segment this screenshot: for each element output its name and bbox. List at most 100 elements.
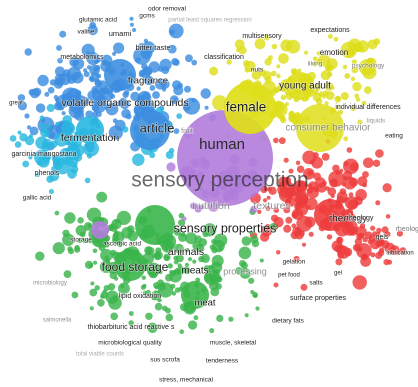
term-label[interactable]: meat bbox=[194, 297, 217, 309]
yellow-node[interactable] bbox=[258, 68, 267, 77]
green-node[interactable] bbox=[147, 322, 158, 334]
red-node[interactable] bbox=[273, 207, 280, 214]
green-node[interactable] bbox=[211, 246, 218, 254]
term-label[interactable]: metabolomics bbox=[60, 53, 105, 61]
cyan-node[interactable] bbox=[68, 145, 73, 151]
red-node[interactable] bbox=[356, 233, 363, 241]
blue-node[interactable] bbox=[184, 54, 193, 63]
term-label[interactable]: volatile organic compounds bbox=[61, 96, 189, 109]
red-node[interactable] bbox=[386, 259, 393, 265]
blue-node[interactable] bbox=[149, 84, 156, 91]
term-label[interactable]: processing bbox=[223, 266, 268, 277]
blue-node[interactable] bbox=[44, 91, 50, 98]
blue-node[interactable] bbox=[96, 57, 101, 63]
red-node[interactable] bbox=[399, 247, 407, 255]
blue-node[interactable] bbox=[53, 79, 64, 89]
blue-node[interactable] bbox=[169, 29, 176, 36]
green-node[interactable] bbox=[95, 238, 100, 243]
cyan-node[interactable] bbox=[46, 124, 51, 129]
green-node[interactable] bbox=[117, 242, 123, 248]
term-label[interactable]: human bbox=[199, 136, 245, 153]
yellow-node[interactable] bbox=[263, 34, 270, 41]
red-node[interactable] bbox=[273, 282, 279, 288]
yellow-node[interactable] bbox=[357, 119, 363, 125]
blue-node[interactable] bbox=[37, 74, 49, 87]
yellow-node[interactable] bbox=[312, 56, 318, 62]
green-node[interactable] bbox=[128, 310, 134, 317]
purple-small-node[interactable] bbox=[90, 220, 110, 240]
yellow-node[interactable] bbox=[344, 72, 351, 79]
blue-node[interactable] bbox=[111, 51, 117, 57]
yellow-node[interactable] bbox=[355, 97, 361, 102]
green-node[interactable] bbox=[210, 261, 223, 274]
green-node[interactable] bbox=[167, 263, 174, 269]
green-node[interactable] bbox=[157, 297, 162, 303]
green-node[interactable] bbox=[89, 288, 98, 297]
article-node[interactable] bbox=[129, 109, 171, 151]
green-node[interactable] bbox=[218, 246, 223, 252]
yellow-node[interactable] bbox=[351, 66, 359, 74]
red-node[interactable] bbox=[337, 239, 342, 245]
term-label[interactable]: umami bbox=[108, 28, 132, 38]
green-node[interactable] bbox=[177, 219, 186, 227]
blue-node[interactable] bbox=[94, 78, 101, 86]
cyan-node[interactable] bbox=[46, 175, 54, 183]
blue-node[interactable] bbox=[183, 85, 192, 93]
red-node[interactable] bbox=[336, 191, 348, 203]
yellow-node[interactable] bbox=[288, 110, 295, 118]
cyan-node[interactable] bbox=[42, 142, 48, 147]
yellow-node[interactable] bbox=[315, 97, 323, 105]
green-node[interactable] bbox=[113, 230, 119, 235]
red-node[interactable] bbox=[302, 167, 315, 180]
sensory-properties-node[interactable] bbox=[134, 204, 176, 246]
red-node[interactable] bbox=[308, 231, 314, 237]
red-node[interactable] bbox=[293, 189, 309, 205]
green-node[interactable] bbox=[150, 271, 157, 278]
green-node[interactable] bbox=[238, 246, 252, 260]
green-node[interactable] bbox=[84, 260, 94, 270]
blue-node[interactable] bbox=[72, 97, 83, 108]
female-node[interactable] bbox=[223, 81, 277, 135]
green-node[interactable] bbox=[241, 236, 252, 246]
yellow-node[interactable] bbox=[353, 44, 359, 50]
cyan-node[interactable] bbox=[66, 168, 78, 179]
green-node[interactable] bbox=[75, 224, 87, 236]
green-node[interactable] bbox=[203, 265, 211, 272]
green-node[interactable] bbox=[192, 259, 197, 264]
cyan-node[interactable] bbox=[40, 122, 47, 129]
blue-node[interactable] bbox=[173, 128, 180, 135]
red-node[interactable] bbox=[347, 199, 358, 210]
term-label[interactable]: gels bbox=[375, 233, 390, 241]
blue-node[interactable] bbox=[135, 56, 142, 63]
red-node[interactable] bbox=[316, 182, 327, 193]
green-node[interactable] bbox=[141, 275, 147, 281]
term-label[interactable]: textures bbox=[253, 199, 292, 212]
red-node[interactable] bbox=[359, 223, 366, 229]
meat-node[interactable] bbox=[180, 280, 210, 310]
green-node[interactable] bbox=[213, 233, 228, 248]
purple-node[interactable] bbox=[166, 162, 176, 172]
red-node[interactable] bbox=[259, 232, 270, 242]
cyan-node[interactable] bbox=[35, 172, 41, 178]
red-node[interactable] bbox=[372, 159, 381, 168]
blue-node[interactable] bbox=[55, 44, 63, 51]
term-label[interactable]: muscle, skeletal bbox=[209, 339, 257, 347]
cyan-node[interactable] bbox=[36, 160, 42, 166]
green-node[interactable] bbox=[249, 230, 254, 235]
green-node[interactable] bbox=[64, 212, 76, 224]
red-node[interactable] bbox=[374, 251, 383, 260]
term-label[interactable]: lipid oxidation bbox=[118, 292, 162, 300]
term-label[interactable]: nutrition bbox=[192, 199, 231, 212]
green-node[interactable] bbox=[102, 289, 107, 294]
yellow-node[interactable] bbox=[352, 81, 362, 92]
cyan-node[interactable] bbox=[168, 147, 175, 154]
cyan-node[interactable] bbox=[84, 177, 91, 184]
red-node[interactable] bbox=[335, 258, 343, 266]
term-label[interactable]: liquids bbox=[366, 117, 386, 125]
cyan-node[interactable] bbox=[46, 103, 55, 113]
yellow-node[interactable] bbox=[343, 48, 353, 58]
red-node[interactable] bbox=[352, 275, 368, 290]
green-node[interactable] bbox=[82, 238, 87, 243]
red-node[interactable] bbox=[266, 195, 271, 200]
yellow-node[interactable] bbox=[361, 100, 367, 106]
